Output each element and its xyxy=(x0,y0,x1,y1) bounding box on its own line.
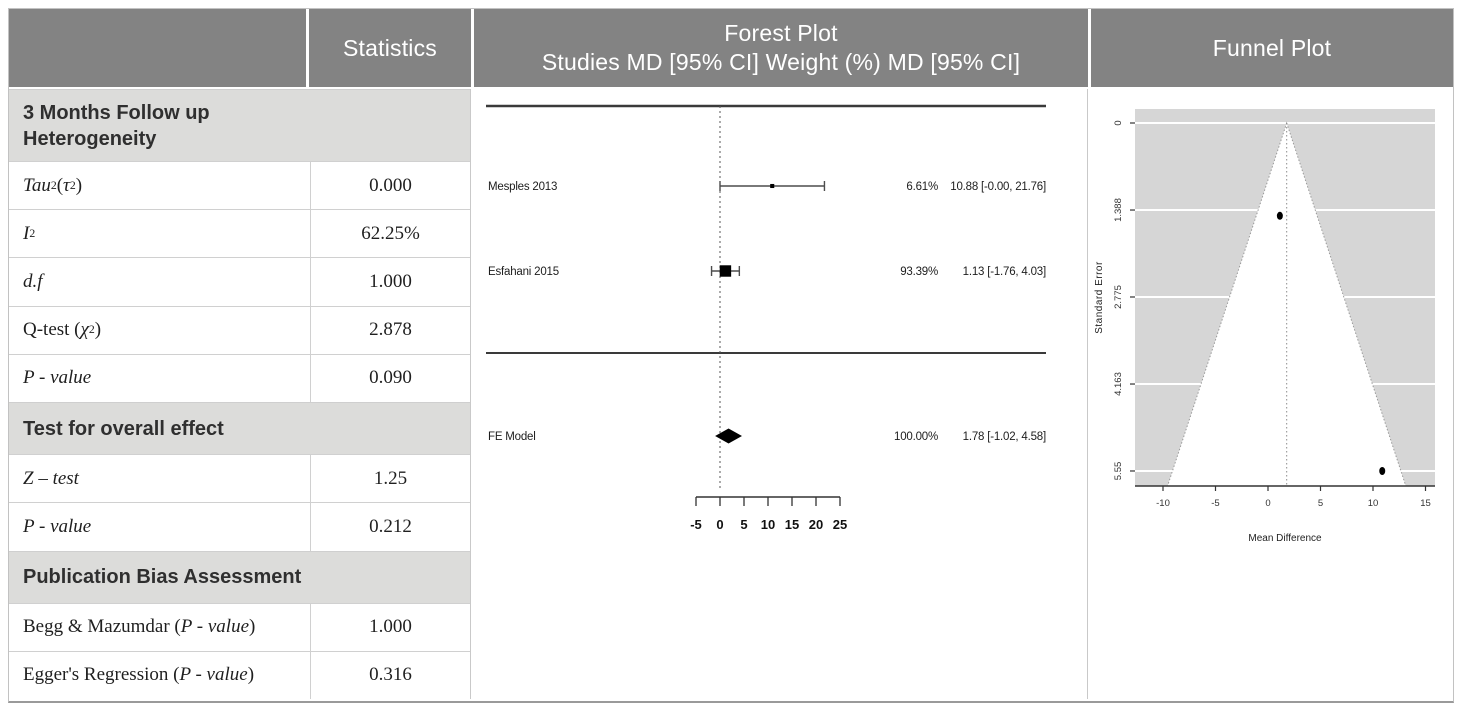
stat-label: Begg & Mazumdar (P - value) xyxy=(9,603,311,651)
stat-label: Z – test xyxy=(9,455,311,503)
stat-value: 0.000 xyxy=(369,174,412,196)
stat-row: Begg & Mazumdar (P - value) 1.000 xyxy=(9,602,470,651)
stat-value: 1.25 xyxy=(373,467,408,489)
funnel-x-tick-label: -5 xyxy=(1211,498,1219,509)
forest-x-tick-label: 10 xyxy=(761,517,775,532)
stat-label: d.f xyxy=(9,258,311,306)
stat-row: P - value 0.090 xyxy=(9,353,470,403)
weight-label: 6.61% xyxy=(906,181,938,193)
meta-analysis-figure: Statistics Forest Plot Studies MD [95% C… xyxy=(8,8,1454,703)
ci-label: 1.13 [-1.76, 4.03] xyxy=(963,266,1046,278)
funnel-y-tick-label: 2.775 xyxy=(1113,285,1124,309)
stat-row: Egger's Regression (P - value) 0.316 xyxy=(9,650,470,699)
funnel-y-tick-label: 4.163 xyxy=(1113,372,1124,396)
section-header: Publication Bias Assessment xyxy=(9,550,470,603)
effect-marker xyxy=(770,183,775,189)
body-row: 3 Months Follow up Heterogeneity Tau 2 (τ 2… xyxy=(9,89,1453,699)
forest-plot-svg: Mesples 2013 6.61% 10.88 [-0.00, 21.76] Esf… xyxy=(486,104,1046,532)
stat-row: Tau 2 (τ 2) 0.000 xyxy=(9,161,470,210)
stat-row: Q-test (χ 2) 2.878 xyxy=(9,305,470,354)
stat-value: 0.090 xyxy=(369,367,412,389)
forest-x-tick-label: 0 xyxy=(716,517,723,532)
stat-value: 0.316 xyxy=(369,664,412,686)
stats-table-body: 3 Months Follow up Heterogeneity Tau 2 (τ 2… xyxy=(9,89,471,699)
header-cell-empty xyxy=(9,9,306,89)
header-cell-forest: Forest Plot Studies MD [95% CI] Weight (… xyxy=(471,9,1088,89)
stat-value: 2.878 xyxy=(369,319,412,341)
study-label: Esfahani 2015 xyxy=(488,266,559,278)
funnel-x-tick-label: 0 xyxy=(1265,498,1270,509)
stat-value: 1.000 xyxy=(369,271,412,293)
forest-x-tick-label: 20 xyxy=(809,517,823,532)
section-header: Test for overall effect xyxy=(9,402,470,455)
funnel-x-tick-label: 10 xyxy=(1368,498,1379,509)
forest-x-tick-label: 25 xyxy=(833,517,847,532)
stat-label: P - value xyxy=(9,354,311,403)
header-row: Statistics Forest Plot Studies MD [95% C… xyxy=(9,9,1453,89)
summary-diamond xyxy=(715,428,742,444)
weight-label: 93.39% xyxy=(900,266,938,278)
summary-ci-label: 1.78 [-1.02, 4.58] xyxy=(963,431,1046,443)
forest-plot-title: Forest Plot xyxy=(724,20,838,46)
stat-value: 0.212 xyxy=(369,515,412,537)
forest-x-tick-label: 15 xyxy=(785,517,799,532)
stat-label: Tau 2 (τ 2) xyxy=(9,162,311,210)
ci-label: 10.88 [-0.00, 21.76] xyxy=(950,181,1046,193)
stat-row: Z – test 1.25 xyxy=(9,454,470,503)
section-header: 3 Months Follow up Heterogeneity xyxy=(9,89,470,161)
funnel-y-axis-title: Standard Error xyxy=(1094,261,1105,334)
funnel-data-point xyxy=(1379,466,1386,475)
funnel-plot-panel: -10 -5 0 5 10 15 Mean Difference 0 1.388 2.775 4.1… xyxy=(1088,89,1453,699)
funnel-x-tick-label: 5 xyxy=(1318,498,1323,509)
funnel-x-tick-label: 15 xyxy=(1420,498,1431,509)
stat-value: 1.000 xyxy=(369,616,412,638)
funnel-plot-svg: -10 -5 0 5 10 15 Mean Difference 0 1.388 2.775 4.1… xyxy=(1094,109,1435,544)
funnel-x-axis-title: Mean Difference xyxy=(1248,533,1322,544)
study-label: Mesples 2013 xyxy=(488,181,557,193)
summary-label: FE Model xyxy=(488,431,536,443)
forest-x-tick-label: 5 xyxy=(740,517,747,532)
funnel-y-tick-label: 5.55 xyxy=(1113,462,1124,481)
funnel-plot-title: Funnel Plot xyxy=(1212,34,1332,61)
stat-label: Q-test (χ 2) xyxy=(9,306,311,354)
header-cell-funnel: Funnel Plot xyxy=(1088,9,1453,89)
summary-weight-label: 100.00% xyxy=(894,431,938,443)
funnel-y-tick-label: 0 xyxy=(1113,120,1124,125)
funnel-data-point xyxy=(1276,211,1283,220)
funnel-y-tick-label: 1.388 xyxy=(1113,198,1124,222)
header-cell-statistics: Statistics xyxy=(306,9,471,89)
forest-x-tick-label: -5 xyxy=(690,517,702,532)
stat-row: d.f 1.000 xyxy=(9,257,470,306)
forest-plot-panel: Mesples 2013 6.61% 10.88 [-0.00, 21.76] Esf… xyxy=(471,89,1088,699)
stat-row: I 2 62.25% xyxy=(9,209,470,258)
stat-label: Egger's Regression (P - value) xyxy=(9,651,311,699)
stat-label: P - value xyxy=(9,503,311,551)
stat-value: 62.25% xyxy=(361,222,420,244)
forest-plot-subtitle: Studies MD [95% CI] Weight (%) MD [95% C… xyxy=(541,49,1021,75)
statistics-header-label: Statistics xyxy=(342,34,438,61)
stat-row: P - value 0.212 xyxy=(9,502,470,551)
effect-marker xyxy=(719,265,732,277)
funnel-x-tick-label: -10 xyxy=(1156,498,1170,509)
